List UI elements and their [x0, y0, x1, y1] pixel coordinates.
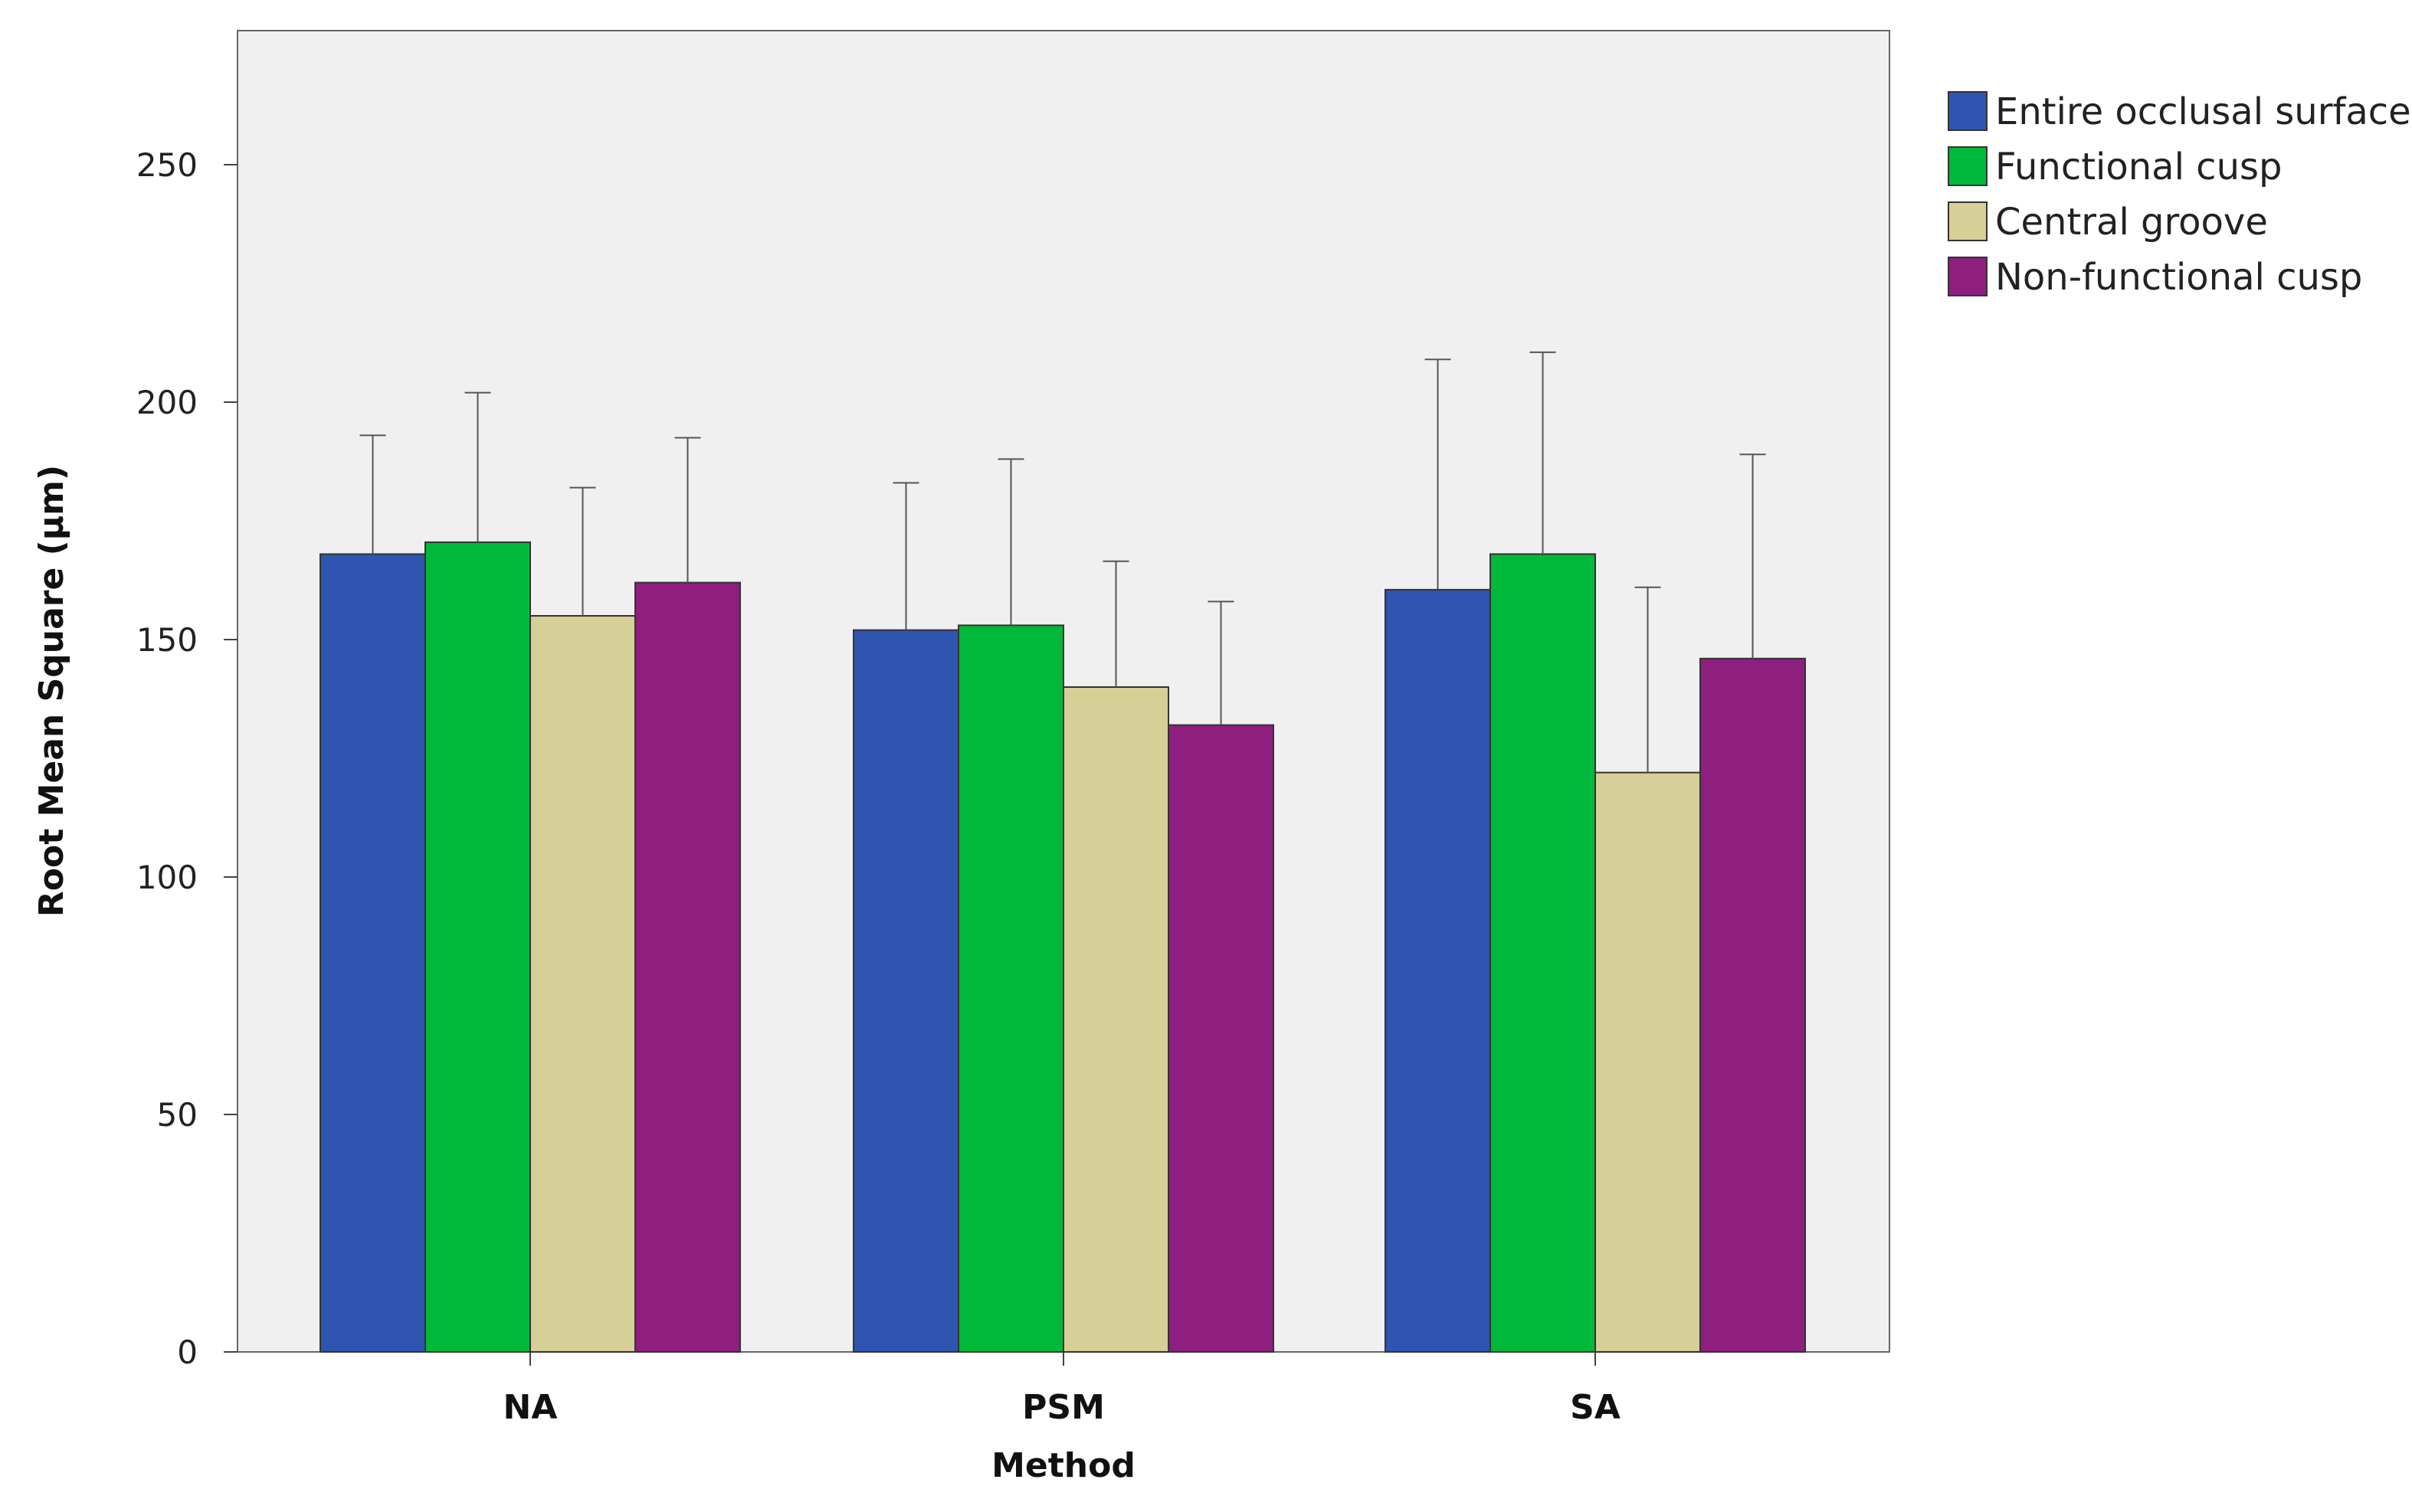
y-tick-label: 100: [136, 859, 198, 896]
bar: [1168, 724, 1274, 1353]
x-axis-title: Method: [991, 1446, 1136, 1485]
bar: [1385, 588, 1491, 1353]
x-tick-label: PSM: [1022, 1388, 1105, 1427]
legend-label: Central groove: [1995, 201, 2268, 244]
legend-swatch: [1948, 91, 1988, 131]
bar: [1594, 771, 1701, 1353]
legend-label: Entire occlusal surface: [1995, 90, 2411, 133]
bar: [634, 581, 741, 1353]
legend-swatch: [1948, 257, 1988, 296]
y-tick-label: 0: [177, 1334, 198, 1371]
bar: [1063, 686, 1169, 1353]
bar-series-group: [320, 351, 1806, 1353]
y-tick-label: 150: [136, 621, 198, 659]
bar: [529, 615, 636, 1353]
y-axis: 0 50 100 150 200 250: [136, 146, 238, 1371]
y-tick-label: 50: [157, 1096, 198, 1134]
x-tick-label: SA: [1570, 1388, 1621, 1427]
bar: [958, 624, 1064, 1353]
x-axis: NA PSM SA: [503, 1352, 1621, 1427]
legend: Entire occlusal surface Functional cusp Ce…: [1948, 90, 2411, 299]
bar: [320, 553, 426, 1353]
y-tick-label: 200: [136, 384, 198, 421]
legend-swatch: [1948, 201, 1988, 241]
legend-label: Non-functional cusp: [1995, 256, 2362, 299]
bar: [1489, 553, 1596, 1353]
bar: [1699, 657, 1806, 1353]
y-tick-label: 250: [136, 146, 198, 184]
x-tick-label: NA: [503, 1388, 558, 1427]
legend-label: Functional cusp: [1995, 146, 2282, 188]
legend-swatch: [1948, 146, 1988, 186]
bar: [424, 541, 531, 1353]
bar: [853, 629, 959, 1353]
y-axis-title: Root Mean Square (µm): [32, 465, 71, 917]
